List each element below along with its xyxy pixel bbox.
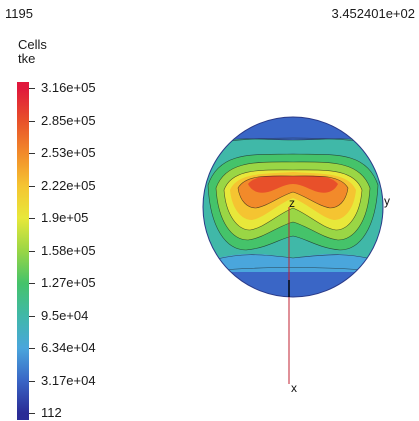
colorbar-tick [29,380,35,382]
axis-label-z: z [289,196,295,210]
colorbar-title-line1: Cells [18,37,47,52]
colorbar-title: Cells tke [18,38,47,66]
colorbar-tick-label: 1.58e+05 [41,242,96,258]
frame-number: 1195 [5,6,33,21]
colorbar-tick [29,283,35,284]
colorbar-tick [29,250,35,252]
colorbar-tick-label: 6.34e+04 [41,340,96,355]
colorbar-tick [29,218,35,219]
colorbar-tick-label: 3.17e+04 [41,372,96,388]
time-value: 3.452401e+02 [331,6,415,21]
colorbar-tick [29,413,35,414]
colorbar-tick-label: 2.85e+05 [41,112,96,128]
colorbar-title-line2: tke [18,51,36,66]
colorbar-tick-label: 112 [41,405,62,420]
colorbar-tick [29,185,35,187]
colorbar-gradient [17,82,29,420]
colorbar-tick [29,315,35,317]
colorbar-tick-label: 9.5e+04 [41,307,89,323]
disc-outline [202,116,384,298]
colorbar: 3.16e+05 2.85e+05 2.53e+05 2.22e+05 1.9e+05 1… [17,81,96,420]
colorbar-tick [29,88,35,89]
colorbar-tick [29,120,35,122]
colorbar-tick [29,153,35,154]
contour-disc [203,117,383,297]
colorbar-tick-label: 1.9e+05 [41,210,89,225]
colorbar-tick [29,348,35,349]
colorbar-tick-label: 3.16e+05 [41,80,96,95]
axis-label-y: y [384,194,390,208]
colorbar-tick-label: 1.27e+05 [41,275,96,290]
colorbar-tick-label: 2.53e+05 [41,145,96,160]
axis-label-x: x [291,381,297,395]
colorbar-tick-label: 2.22e+05 [41,177,96,193]
